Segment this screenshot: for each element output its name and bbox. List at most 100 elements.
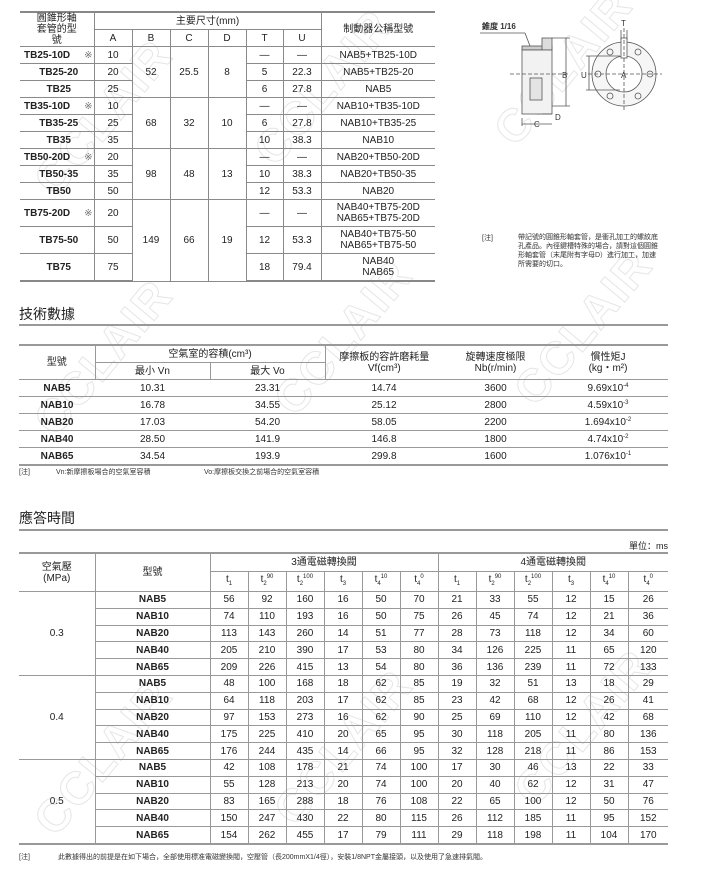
bushing-model: TB75 bbox=[46, 261, 71, 273]
table-row: 0.5 NAB5 42 108 178 21 74 100 17 30 46 13 22 33 bbox=[19, 759, 669, 845]
response-time-value: 12 bbox=[551, 608, 590, 626]
response-time-value: 110 bbox=[247, 608, 286, 626]
header-model: 型號 bbox=[19, 344, 95, 380]
header-dim-d: D bbox=[207, 29, 246, 47]
response-time-value: 193 bbox=[285, 608, 324, 626]
response-time-value: 66 bbox=[361, 742, 400, 760]
response-time-value: 100 bbox=[399, 759, 438, 777]
tech-data-table: 型號 空氣室的容積(cm³) 摩擦板的容許磨耗量 Vf(cm³) 旋轉速度極限 Nb… bbox=[19, 344, 669, 466]
time-superscript: 10 bbox=[380, 573, 388, 580]
bushing-model-cell: TB75 bbox=[20, 253, 95, 282]
dim-t: — bbox=[245, 46, 283, 64]
response-time-value: 56 bbox=[209, 591, 248, 609]
response-time-value: 64 bbox=[209, 692, 248, 710]
header-speed-line1: 旋轉速度極限 bbox=[465, 351, 526, 363]
brake-model-cell: NAB10 bbox=[320, 131, 436, 149]
brake-model: NAB5 bbox=[365, 83, 392, 95]
mark-symbol: ※ bbox=[84, 151, 93, 163]
response-note-tag: [注] bbox=[19, 854, 30, 861]
table-row: NAB40 205 210 390 17 53 80 34 126 225 11 65 120 bbox=[19, 641, 669, 660]
response-time-value: 262 bbox=[247, 826, 286, 845]
air-pressure: 0.5 bbox=[19, 759, 95, 845]
response-time-value: 65 bbox=[361, 725, 400, 744]
table-row: NAB65 209 226 415 13 54 80 36 136 239 11 72 133 bbox=[19, 658, 669, 676]
header-wear: 摩擦板的容許磨耗量 Vf(cm³) bbox=[324, 344, 444, 380]
response-time-value: 80 bbox=[399, 641, 438, 660]
table-row: NAB10 16.78 34.55 25.12 2800 4.59x10-3 bbox=[19, 396, 669, 414]
response-time-value: 30 bbox=[475, 759, 514, 777]
dim-label-u: U bbox=[581, 71, 587, 80]
response-time-value: 152 bbox=[627, 809, 669, 828]
dim-a: 35 bbox=[94, 131, 132, 149]
header-inertia: 慣性矩J (kg・m²) bbox=[548, 344, 669, 380]
response-time-value: 160 bbox=[285, 591, 324, 609]
header-dim-t: T bbox=[245, 29, 283, 47]
dim-c: 48 bbox=[169, 148, 208, 200]
response-time-value: 120 bbox=[627, 641, 669, 660]
time-subscript: 2 bbox=[491, 580, 495, 587]
table-row: NAB65 34.54 193.9 299.8 1600 1.076x10-1 bbox=[19, 447, 669, 466]
inertia: 1.694x10-2 bbox=[548, 413, 669, 431]
response-time-value: 176 bbox=[209, 742, 248, 760]
bushing-model: TB35 bbox=[46, 134, 71, 146]
model: NAB10 bbox=[19, 396, 95, 414]
model: NAB20 bbox=[19, 413, 95, 431]
response-time-value: 175 bbox=[209, 725, 248, 744]
brake-model: NAB40+TB75-50 bbox=[340, 229, 417, 240]
response-time-value: 25 bbox=[437, 709, 476, 727]
air-pressure: 0.4 bbox=[19, 675, 95, 760]
brake-model-cell: NAB40+TB75-20D NAB65+TB75-20D bbox=[320, 199, 436, 227]
response-section-title: 應答時間 bbox=[19, 510, 75, 526]
response-time-value: 153 bbox=[247, 709, 286, 727]
air-pressure: 0.3 bbox=[19, 591, 95, 676]
table-row: TB25 25 6 27.8 NAB5 bbox=[20, 80, 436, 98]
table-row: NAB65 176 244 435 14 66 95 32 128 218 11 86 153 bbox=[19, 742, 669, 760]
response-time-value: 11 bbox=[551, 641, 590, 660]
model: NAB40 bbox=[94, 809, 210, 828]
dim-t: — bbox=[245, 97, 283, 115]
brake-model: NAB20 bbox=[362, 185, 395, 197]
response-time-value: 104 bbox=[589, 826, 628, 845]
table-row: NAB20 97 153 273 16 62 90 25 69 110 12 42 68 bbox=[19, 709, 669, 727]
response-time-value: 26 bbox=[589, 692, 628, 710]
time-subscript: 2 bbox=[527, 580, 532, 587]
model: NAB20 bbox=[94, 793, 210, 811]
time-superscript: 90 bbox=[494, 573, 502, 580]
header-speed-line2: Nb(r/min) bbox=[474, 362, 517, 374]
response-time-value: 205 bbox=[209, 641, 248, 660]
header-time-col: t410 bbox=[361, 571, 400, 592]
response-time-value: 118 bbox=[475, 826, 514, 845]
response-time-value: 128 bbox=[475, 742, 514, 760]
response-time-value: 42 bbox=[209, 759, 248, 777]
min-volume: 34.54 bbox=[95, 447, 210, 466]
dim-a: 20 bbox=[94, 199, 132, 227]
inertia: 4.74x10-2 bbox=[548, 430, 669, 448]
response-time-value: 74 bbox=[361, 759, 400, 777]
time-subscript: 4 bbox=[417, 580, 421, 587]
bushing-model: TB25 bbox=[46, 83, 71, 95]
bushing-model: TB35-25 bbox=[39, 117, 79, 129]
response-time-value: 239 bbox=[513, 658, 552, 676]
response-time-value: 165 bbox=[247, 793, 286, 811]
response-time-value: 225 bbox=[247, 725, 286, 744]
header-time-col: t40 bbox=[399, 571, 438, 592]
response-time-value: 128 bbox=[247, 776, 286, 794]
model: NAB20 bbox=[94, 709, 210, 727]
bushing-model-cell: TB75-50 bbox=[20, 226, 95, 254]
dim-d: 10 bbox=[207, 97, 246, 149]
unit-label: 單位：ms bbox=[629, 541, 668, 551]
mark-symbol: ※ bbox=[84, 207, 93, 219]
table-row: TB25-10D ※ 10 52 25.5 8— — NAB5+TB25-10D bbox=[20, 46, 436, 98]
brake-model-cell: NAB20+TB50-35 bbox=[320, 165, 436, 183]
response-time-value: 79 bbox=[361, 826, 400, 845]
response-time-value: 26 bbox=[437, 809, 476, 828]
dim-label-c: C bbox=[534, 120, 540, 128]
response-time-value: 68 bbox=[513, 692, 552, 710]
response-time-value: 46 bbox=[513, 759, 552, 777]
dim-a: 10 bbox=[94, 46, 132, 64]
dim-b: 52 bbox=[131, 46, 170, 98]
table-row: NAB65 154 262 455 17 79 111 29 118 198 11 104 170 bbox=[19, 826, 669, 845]
bushing-note: 帶記號的圓錐形軸套管，是衝孔加工的螺紋底孔產品。內徑鍵槽特殊的場合，請對這個圓錐… bbox=[518, 234, 658, 268]
dim-u: 53.3 bbox=[282, 182, 322, 200]
response-time-value: 126 bbox=[475, 641, 514, 660]
